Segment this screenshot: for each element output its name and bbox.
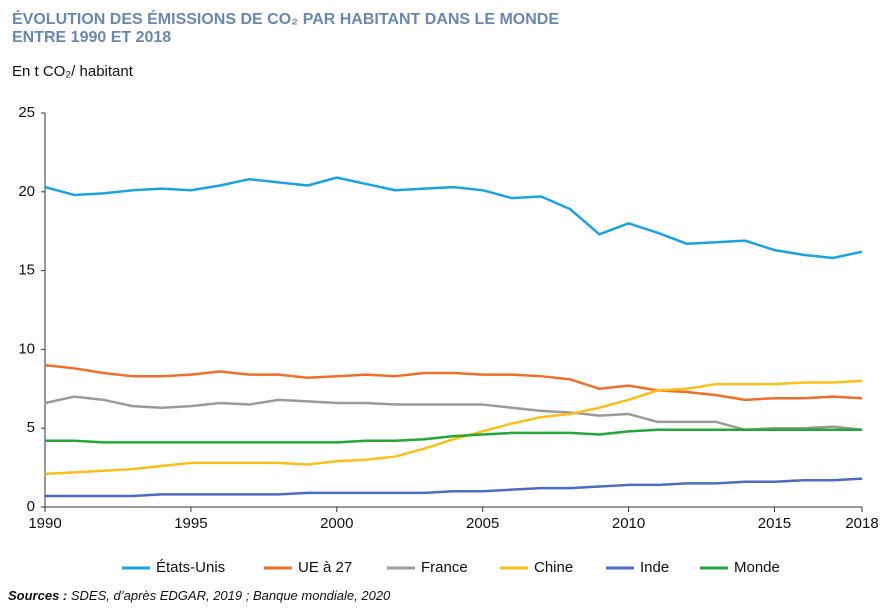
- y-tick-label: 10: [18, 340, 35, 357]
- source-label: Sources :: [8, 588, 67, 603]
- legend-label: Inde: [640, 559, 669, 576]
- series-line: [44, 379, 863, 476]
- legend-label: Chine: [534, 559, 573, 576]
- x-tick-label: 2000: [320, 515, 353, 532]
- series-line: [44, 363, 863, 402]
- y-tick-label: 5: [27, 419, 35, 436]
- y-tick-label: 20: [18, 183, 35, 200]
- x-tick-label: 2010: [612, 515, 645, 532]
- y-tick-label: 15: [18, 262, 35, 279]
- legend-label: Monde: [734, 559, 780, 576]
- legend-label: États-Unis: [156, 559, 225, 576]
- series-line: [45, 477, 863, 498]
- chart-title: ENTRE 1990 ET 2018: [12, 29, 171, 46]
- x-tick-label: 1990: [28, 515, 61, 532]
- x-tick-label: 2018: [845, 515, 878, 532]
- source-text: SDES, d’après EDGAR, 2019 ; Banque mondi…: [71, 588, 391, 603]
- y-tick-label: 0: [27, 498, 35, 515]
- x-tick-label: 2005: [466, 515, 499, 532]
- chart-subtitle: En t CO₂/ habitant: [12, 63, 134, 80]
- x-tick-label: 1995: [174, 515, 207, 532]
- series-line: [44, 176, 863, 260]
- x-tick-label: 2015: [758, 515, 791, 532]
- series-line: [45, 428, 862, 444]
- source: Sources : SDES, d’après EDGAR, 2019 ; Ba…: [8, 588, 391, 603]
- chart-title: ÉVOLUTION DES ÉMISSIONS DE CO₂ PAR HABIT…: [12, 9, 559, 28]
- legend-label: UE à 27: [298, 559, 352, 576]
- series-line: [44, 395, 863, 432]
- legend-label: France: [421, 559, 468, 576]
- y-tick-label: 25: [18, 104, 35, 121]
